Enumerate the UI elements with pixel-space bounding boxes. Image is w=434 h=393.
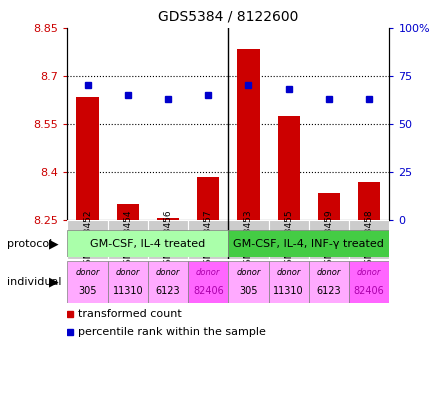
Bar <box>148 220 187 259</box>
Text: GSM1153458: GSM1153458 <box>364 209 373 270</box>
Text: 11310: 11310 <box>273 286 303 296</box>
Text: donor: donor <box>155 268 180 277</box>
Text: 6123: 6123 <box>155 286 180 296</box>
Text: transformed count: transformed count <box>78 309 182 320</box>
Bar <box>308 261 349 303</box>
Text: GSM1153452: GSM1153452 <box>83 209 92 270</box>
Bar <box>348 220 388 259</box>
Text: donor: donor <box>276 268 300 277</box>
Text: donor: donor <box>316 268 340 277</box>
Text: donor: donor <box>196 268 220 277</box>
Bar <box>197 177 219 220</box>
Text: GSM1153456: GSM1153456 <box>163 209 172 270</box>
Bar <box>108 261 148 303</box>
Bar <box>237 50 259 220</box>
Bar <box>268 261 308 303</box>
Bar <box>348 261 388 303</box>
Bar <box>277 116 299 220</box>
Text: GSM1153457: GSM1153457 <box>203 209 212 270</box>
Bar <box>67 261 108 303</box>
Text: GSM1153455: GSM1153455 <box>283 209 293 270</box>
Text: GSM1153453: GSM1153453 <box>243 209 253 270</box>
Text: individual: individual <box>7 277 61 287</box>
Bar <box>228 261 268 303</box>
Bar <box>76 97 99 220</box>
Bar <box>317 193 339 220</box>
Bar <box>157 218 179 220</box>
Text: donor: donor <box>115 268 140 277</box>
Text: GM-CSF, IL-4, INF-γ treated: GM-CSF, IL-4, INF-γ treated <box>233 239 383 249</box>
Text: percentile rank within the sample: percentile rank within the sample <box>78 327 266 337</box>
Bar <box>67 220 108 259</box>
Text: ▶: ▶ <box>49 237 59 250</box>
Bar <box>268 220 308 259</box>
Text: GM-CSF, IL-4 treated: GM-CSF, IL-4 treated <box>90 239 205 249</box>
Bar <box>228 230 388 257</box>
Text: donor: donor <box>75 268 99 277</box>
Bar <box>308 220 348 259</box>
Bar <box>357 182 379 220</box>
Text: protocol: protocol <box>7 239 52 249</box>
Text: 82406: 82406 <box>353 286 384 296</box>
Text: 305: 305 <box>78 286 97 296</box>
Text: donor: donor <box>236 268 260 277</box>
Text: 82406: 82406 <box>192 286 223 296</box>
Bar <box>228 220 268 259</box>
Text: donor: donor <box>356 268 381 277</box>
Bar <box>148 261 187 303</box>
Bar <box>187 220 228 259</box>
Text: ▶: ▶ <box>49 275 59 288</box>
Title: GDS5384 / 8122600: GDS5384 / 8122600 <box>158 9 298 24</box>
Text: GSM1153459: GSM1153459 <box>324 209 333 270</box>
Text: GSM1153454: GSM1153454 <box>123 209 132 270</box>
Text: 305: 305 <box>239 286 257 296</box>
Text: 6123: 6123 <box>316 286 341 296</box>
Bar <box>188 261 228 303</box>
Text: 11310: 11310 <box>112 286 143 296</box>
Bar <box>116 204 138 220</box>
Bar <box>108 220 148 259</box>
Bar <box>67 230 228 257</box>
